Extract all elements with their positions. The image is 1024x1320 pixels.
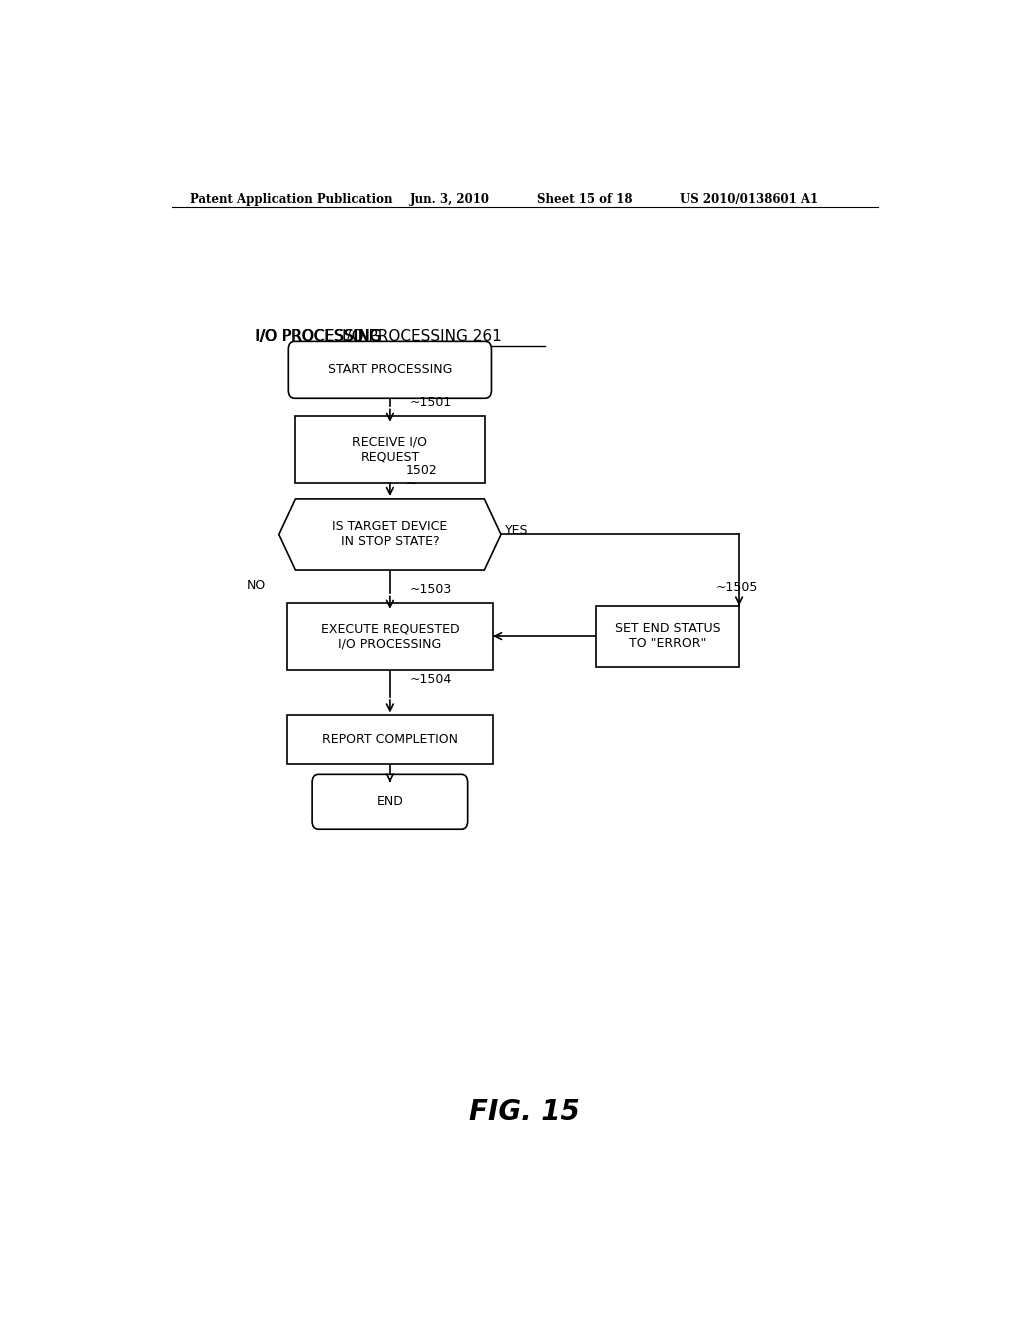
Text: ~1504: ~1504	[410, 673, 452, 686]
Text: I/O PROCESSING 261: I/O PROCESSING 261	[342, 329, 502, 343]
Text: YES: YES	[505, 524, 528, 537]
Text: END: END	[377, 795, 403, 808]
Text: ~1505: ~1505	[715, 581, 758, 594]
Text: IS TARGET DEVICE
IN STOP STATE?: IS TARGET DEVICE IN STOP STATE?	[332, 520, 447, 549]
Text: US 2010/0138601 A1: US 2010/0138601 A1	[680, 193, 818, 206]
Text: FIG. 15: FIG. 15	[469, 1098, 581, 1126]
Text: RECEIVE I/O
REQUEST: RECEIVE I/O REQUEST	[352, 436, 427, 463]
Bar	[596, 606, 739, 667]
Bar	[287, 602, 494, 669]
Text: REPORT COMPLETION: REPORT COMPLETION	[322, 734, 458, 746]
Text: ~1503: ~1503	[410, 583, 452, 595]
Polygon shape	[279, 499, 501, 570]
Text: I/O PROCESSING: I/O PROCESSING	[256, 329, 387, 343]
Text: Sheet 15 of 18: Sheet 15 of 18	[537, 193, 632, 206]
Text: NO: NO	[247, 578, 266, 591]
Bar	[295, 416, 485, 483]
Text: START PROCESSING: START PROCESSING	[328, 363, 452, 376]
Text: Jun. 3, 2010: Jun. 3, 2010	[410, 193, 489, 206]
Text: EXECUTE REQUESTED
I/O PROCESSING: EXECUTE REQUESTED I/O PROCESSING	[321, 622, 459, 651]
Text: SET END STATUS
TO "ERROR": SET END STATUS TO "ERROR"	[614, 622, 721, 651]
Text: I/O PROCESSING: I/O PROCESSING	[255, 329, 386, 343]
Text: Patent Application Publication: Patent Application Publication	[189, 193, 392, 206]
FancyBboxPatch shape	[312, 775, 468, 829]
Bar	[287, 715, 494, 764]
Text: ~1501: ~1501	[410, 396, 452, 409]
FancyBboxPatch shape	[289, 342, 492, 399]
Text: 1502: 1502	[406, 463, 437, 477]
Text: ~: ~	[406, 477, 418, 491]
